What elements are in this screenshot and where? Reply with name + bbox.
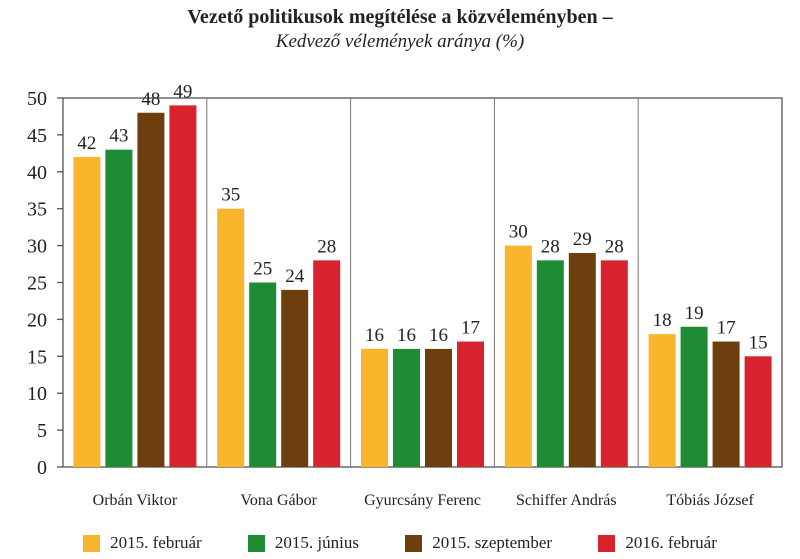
bar-value-label: 49	[173, 81, 192, 102]
legend-label: 2015. június	[274, 533, 359, 552]
y-tick-label: 5	[37, 420, 47, 442]
legend-label: 2015. szeptember	[432, 533, 553, 552]
legend-item: 2015. február	[83, 533, 202, 553]
legend: 2015. február 2015. június 2015. szeptembe…	[0, 530, 800, 556]
bar-value-label: 28	[317, 236, 336, 257]
y-tick-label: 45	[27, 125, 47, 147]
plot-area: 0 5 10 15 20 25 30 35 40 45 50 42 43 48 49 Orbán Viktor…	[27, 81, 783, 509]
bar	[568, 252, 596, 467]
bar-value-label: 24	[285, 266, 305, 287]
legend-swatch	[247, 534, 265, 552]
bar-value-label: 25	[253, 259, 272, 280]
bar	[361, 348, 388, 467]
chart-title: Vezető politikusok megítélése a közvélem…	[187, 6, 613, 28]
bar-value-label: 35	[221, 185, 240, 206]
legend-item: 2015. június	[247, 533, 359, 553]
y-tick-label: 40	[27, 162, 47, 184]
y-tick-label: 30	[27, 236, 47, 258]
category-label: Tóbiás József	[666, 492, 754, 509]
y-tick-label: 35	[27, 199, 47, 221]
bar	[73, 157, 101, 468]
bar-value-label: 16	[397, 325, 416, 346]
bar-value-label: 16	[365, 325, 384, 346]
bar-value-label: 42	[77, 133, 96, 154]
y-tick-label: 10	[27, 383, 47, 405]
bar	[137, 112, 165, 467]
bar-value-label: 15	[749, 332, 768, 353]
bar-value-label: 17	[717, 318, 736, 339]
bar	[169, 105, 197, 467]
legend-label: 2015. február	[110, 533, 202, 552]
bar-value-label: 16	[429, 325, 448, 346]
y-tick-label: 50	[27, 88, 47, 110]
bar	[313, 260, 341, 467]
y-tick-label: 25	[27, 273, 47, 295]
bar-value-label: 43	[109, 126, 128, 147]
bar	[105, 149, 133, 467]
bar	[504, 245, 532, 467]
bar	[217, 208, 245, 467]
bar-value-label: 17	[461, 318, 480, 339]
bar-value-label: 28	[541, 236, 560, 257]
legend-swatch	[83, 534, 101, 552]
chart-subtitle: Kedvező vélemények aránya (%)	[275, 31, 525, 52]
category-label: Schiffer András	[516, 492, 617, 509]
category-label: Gyurcsány Ferenc	[364, 492, 481, 509]
bar-value-label: 18	[653, 310, 672, 331]
bar	[648, 334, 676, 467]
bar	[393, 348, 420, 467]
bar	[281, 289, 309, 467]
bar	[744, 356, 772, 467]
bar-value-label: 30	[509, 222, 528, 243]
bar	[425, 348, 452, 467]
bar	[600, 260, 628, 467]
y-tick-label: 0	[37, 457, 47, 479]
bar	[536, 260, 564, 467]
bar	[249, 282, 277, 467]
bar-value-label: 28	[605, 236, 624, 257]
title-block: Vezető politikusok megítélése a közvélem…	[0, 4, 800, 54]
bar-value-label: 48	[141, 89, 160, 110]
category-label: Vona Gábor	[240, 492, 317, 509]
bar	[680, 326, 708, 467]
legend-label: 2016. február	[625, 533, 717, 552]
y-tick-label: 15	[27, 346, 47, 368]
y-tick-label: 20	[27, 309, 47, 331]
bar	[712, 341, 740, 467]
legend-item: 2015. szeptember	[405, 533, 552, 553]
bar	[457, 341, 484, 467]
bar-value-label: 19	[685, 303, 704, 324]
legend-item: 2016. február	[598, 533, 717, 553]
bar-value-label: 29	[573, 229, 592, 250]
category-label: Orbán Viktor	[93, 492, 178, 509]
legend-swatch	[598, 534, 616, 552]
legend-swatch	[405, 534, 423, 552]
